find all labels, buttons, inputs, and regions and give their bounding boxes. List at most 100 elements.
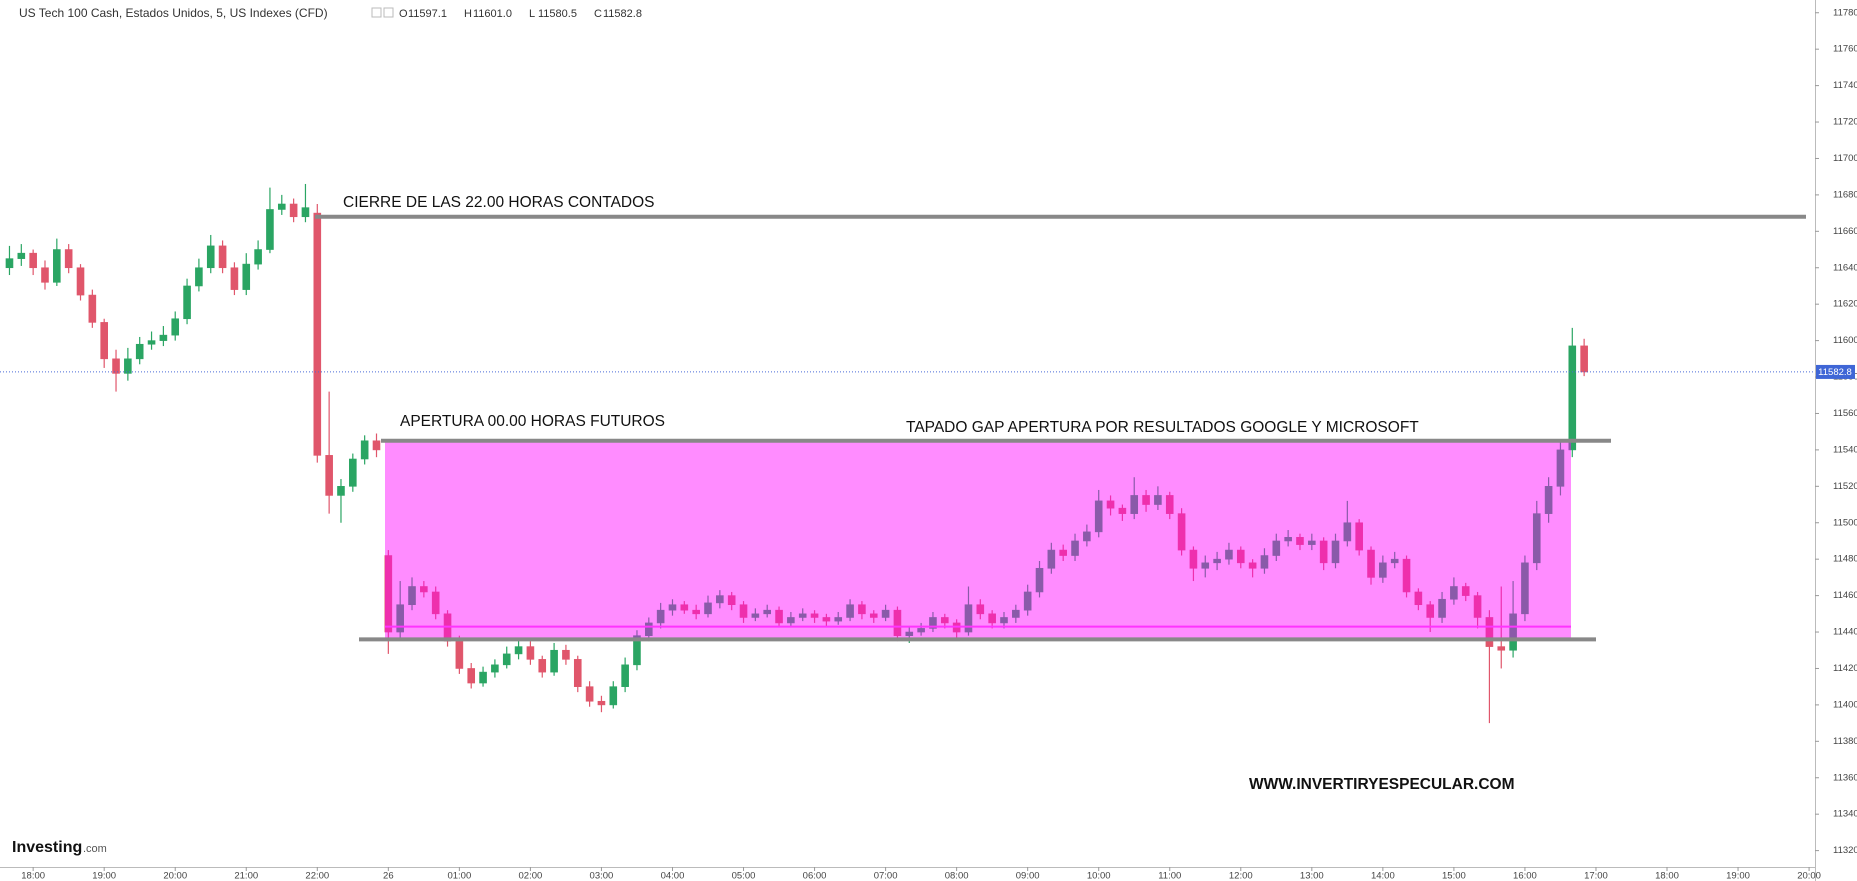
- candle-body: [455, 640, 464, 669]
- candle-body: [266, 209, 274, 250]
- candle-body: [1012, 609, 1020, 618]
- candle-body: [1118, 507, 1127, 514]
- candle-body: [1580, 345, 1588, 373]
- y-tick-label: 11340.0: [1833, 809, 1857, 820]
- candle-body: [940, 617, 949, 624]
- candle-body: [1260, 555, 1269, 569]
- candle-body: [1154, 495, 1162, 505]
- x-tick-label: 05:00: [732, 871, 756, 881]
- candle-body: [313, 212, 322, 456]
- candle-body: [384, 555, 393, 633]
- candle-body: [206, 245, 215, 269]
- candle-body: [1568, 345, 1577, 451]
- candle-body: [1296, 537, 1304, 545]
- candle-body: [514, 646, 523, 655]
- candle-body: [53, 249, 61, 283]
- candle-body: [1379, 562, 1387, 578]
- ohlc-value: 11580.5: [538, 8, 577, 20]
- x-tick-label: 06:00: [803, 871, 827, 881]
- x-tick-label: 09:00: [1016, 871, 1040, 881]
- candle-body: [1556, 449, 1565, 487]
- candle-body: [17, 252, 26, 259]
- ohlc-key: H: [464, 8, 472, 20]
- annotation: TAPADO GAP APERTURA POR RESULTADOS GOOGL…: [906, 419, 1419, 436]
- candle-body: [858, 604, 866, 615]
- y-tick-label: 11560.0: [1833, 408, 1857, 419]
- y-tick-label: 11500.0: [1833, 517, 1857, 528]
- y-tick-label: 11320.0: [1833, 845, 1857, 856]
- candle-body: [739, 604, 748, 618]
- candle-body: [917, 628, 925, 633]
- candle-body: [1106, 500, 1115, 509]
- candle-body: [64, 249, 73, 269]
- y-tick-label: 11420.0: [1833, 663, 1857, 674]
- candle-body: [29, 252, 37, 269]
- candle-body: [633, 635, 641, 666]
- candle-body: [1414, 591, 1423, 606]
- candle-body: [301, 207, 310, 218]
- candle-body: [124, 358, 132, 374]
- candle-body: [538, 659, 547, 673]
- y-tick-label: 11660.0: [1833, 226, 1857, 237]
- y-tick-label: 11640.0: [1833, 262, 1857, 273]
- x-tick-label: 14:00: [1371, 871, 1395, 881]
- candle-body: [491, 664, 499, 673]
- candle-body: [431, 591, 440, 615]
- toolbar-icon[interactable]: [371, 7, 382, 18]
- x-tick-label: 18:00: [1655, 871, 1679, 881]
- candle-body: [171, 318, 180, 336]
- candle-body: [763, 609, 772, 615]
- candle-body: [76, 267, 85, 296]
- candle-body: [1213, 558, 1221, 564]
- candle-body: [751, 613, 760, 618]
- candle-body: [1461, 586, 1470, 596]
- logo-suffix: .com: [83, 843, 107, 855]
- candle-body: [929, 617, 937, 629]
- x-tick-label: 10:00: [1087, 871, 1111, 881]
- y-tick-label: 11700.0: [1833, 153, 1857, 164]
- candle-body: [881, 609, 890, 618]
- candle-body: [467, 668, 476, 684]
- candle-body: [5, 258, 14, 269]
- candle-body: [1426, 604, 1435, 618]
- candle-body: [1521, 562, 1529, 615]
- candle-body: [716, 595, 724, 604]
- candle-body: [668, 604, 677, 611]
- toolbar-icon[interactable]: [383, 7, 394, 18]
- candle-body: [621, 664, 629, 687]
- candle-body: [1343, 522, 1352, 542]
- candle-body: [135, 343, 144, 360]
- candle-body: [372, 440, 381, 451]
- y-tick-label: 11780.0: [1833, 7, 1857, 18]
- candle-body: [1331, 540, 1340, 564]
- candle-body: [502, 653, 511, 666]
- candle-body: [1509, 613, 1517, 651]
- candle-body: [680, 604, 689, 611]
- candle-body: [1450, 586, 1458, 600]
- watermark: WWW.INVERTIRYESPECULAR.COM: [1249, 776, 1515, 793]
- candle-body: [408, 586, 416, 606]
- y-tick-label: 11720.0: [1833, 117, 1857, 128]
- x-tick-label: 17:00: [1584, 871, 1608, 881]
- candle-body: [1236, 549, 1245, 564]
- candle-body: [1165, 495, 1174, 514]
- candle-body: [656, 609, 665, 624]
- candle-body: [810, 613, 819, 618]
- candle-body: [964, 604, 973, 633]
- y-tick-label: 11400.0: [1833, 699, 1857, 710]
- y-tick-label: 11740.0: [1833, 80, 1857, 91]
- x-tick-label: 20:00: [1797, 871, 1821, 881]
- candle-body: [645, 622, 653, 636]
- x-tick-label: 13:00: [1300, 871, 1324, 881]
- candle-body: [337, 486, 345, 496]
- candle-body: [585, 686, 594, 702]
- candle-body: [1225, 549, 1233, 560]
- candle-body: [1035, 567, 1044, 593]
- candle-body: [550, 649, 558, 673]
- level-label: APERTURA 00.00 HORAS FUTUROS: [400, 413, 665, 430]
- level-label: CIERRE DE LAS 22.00 HORAS CONTADOS: [343, 194, 655, 211]
- candle-body: [1308, 540, 1316, 545]
- x-tick-label: 11:00: [1158, 871, 1181, 881]
- candle-body: [360, 440, 369, 460]
